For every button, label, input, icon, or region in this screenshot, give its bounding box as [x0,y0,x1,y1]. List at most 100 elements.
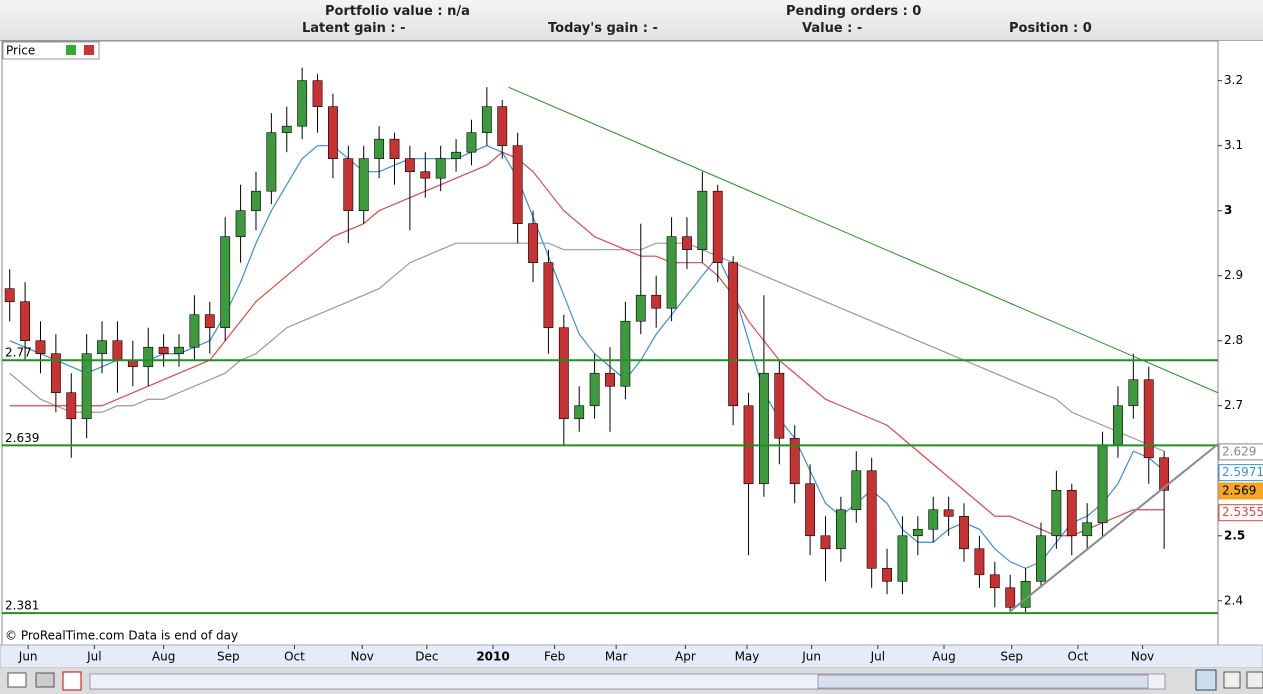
panel-label: Price [6,44,35,58]
candle-body [343,158,354,211]
value-tag-label: 2.569 [1222,483,1256,497]
value-tag-label: 2.5971 [1222,465,1263,479]
candle-body [281,125,292,133]
close-button[interactable] [62,671,82,691]
candle-body [220,236,231,329]
latent-gain: Latent gain : - [302,21,406,36]
y-tick-label: 3.2 [1224,73,1243,87]
candle-body [112,340,123,361]
candle-body [1020,580,1031,608]
candle-body [50,353,61,394]
candle-body [866,470,877,569]
candle-body [697,190,708,251]
panel-add-button[interactable] [66,45,76,55]
candle-body [297,80,308,127]
value: Value : - [802,21,863,36]
candle-body [81,353,92,420]
candle-body [512,145,523,224]
x-tick-label: May [735,650,760,664]
y-tick-label: 2.4 [1224,593,1243,607]
candle-body [1082,522,1093,537]
header-bar: Portfolio value : n/a Pending orders : 0… [0,0,1263,41]
value-tag-label: 2.5355 [1222,505,1263,519]
trend-line [508,86,1219,394]
candle-body [1036,535,1046,582]
x-tick-label: Aug [152,650,175,664]
x-tick-label: Oct [284,650,305,664]
candle-body [974,548,985,576]
scroll-thumb[interactable] [817,674,1149,689]
print-button[interactable] [35,672,55,688]
support-label: 2.77 [5,346,32,360]
x-tick-label: Nov [350,650,373,664]
candle-body [389,138,400,159]
x-tick-label: 2010 [476,650,509,664]
pending-orders: Pending orders : 0 [786,4,922,19]
x-tick-label: Sep [217,650,240,664]
x-tick-label: Nov [1131,650,1154,664]
candle-body [605,372,615,387]
portfolio-value: Portfolio value : n/a [325,4,470,19]
plot-frame [1,40,1219,646]
candle-body [943,509,954,517]
candle-body [1143,379,1154,459]
support-label: 2.381 [5,599,39,613]
candle-body [358,158,369,211]
candle-body [759,372,769,485]
x-tick-label: Oct [1068,650,1089,664]
x-tick-label: Jul [870,650,885,664]
x-tick-label: Sep [1000,650,1023,664]
candle-body [528,223,538,264]
zoom-out-button[interactable] [1223,671,1241,689]
candle-body [897,535,908,582]
candle-body [328,106,338,159]
plot [4,67,1170,614]
candle-body [143,346,154,368]
y-tick-label: 2.9 [1224,268,1243,282]
candle-body [312,80,323,107]
mail-button[interactable] [7,672,27,688]
moving-average [9,145,1165,569]
candle-body [835,509,846,550]
zoom-in-button[interactable] [1246,671,1263,689]
candle-body [1097,444,1108,524]
candle-body [97,340,107,355]
candle-body [1113,405,1123,446]
candle-body [774,372,785,439]
candle-body [789,437,800,485]
candle-body [435,158,446,179]
x-tick-label: Aug [932,650,955,664]
candle-body [466,132,477,153]
candle-body [66,392,77,420]
x-tick-label: Dec [415,650,438,664]
moving-average [9,242,1165,452]
candle-body [235,210,246,237]
candle-body [959,515,969,550]
x-tick-label: Jun [18,650,38,664]
x-tick-label: Mar [605,650,628,664]
candle-body [589,372,600,407]
footer-note: © ProRealTime.com Data is end of day [5,629,238,643]
y-tick-label: 3.1 [1224,138,1243,152]
candle-body [574,405,585,420]
candle-body [805,483,816,537]
panel-remove-button[interactable] [84,45,94,55]
candle-body [851,470,862,511]
zoom-fit-button[interactable] [1195,669,1217,691]
x-tick-label: Jun [801,650,821,664]
candle-body [451,151,461,159]
candle-body [1128,379,1139,407]
candle-body [266,132,277,192]
candle-body [635,294,646,322]
candle-body [928,509,939,530]
value-tag [1218,504,1263,522]
candle-body [174,346,184,355]
candle-body [558,327,569,420]
candle-body [420,171,431,179]
support-label: 2.639 [5,431,39,445]
candle-body [989,574,1000,589]
value-tag-label: 2.629 [1222,444,1256,458]
x-tick-label: Jul [86,650,101,664]
candle-body [35,340,46,355]
candle-body [497,106,508,146]
